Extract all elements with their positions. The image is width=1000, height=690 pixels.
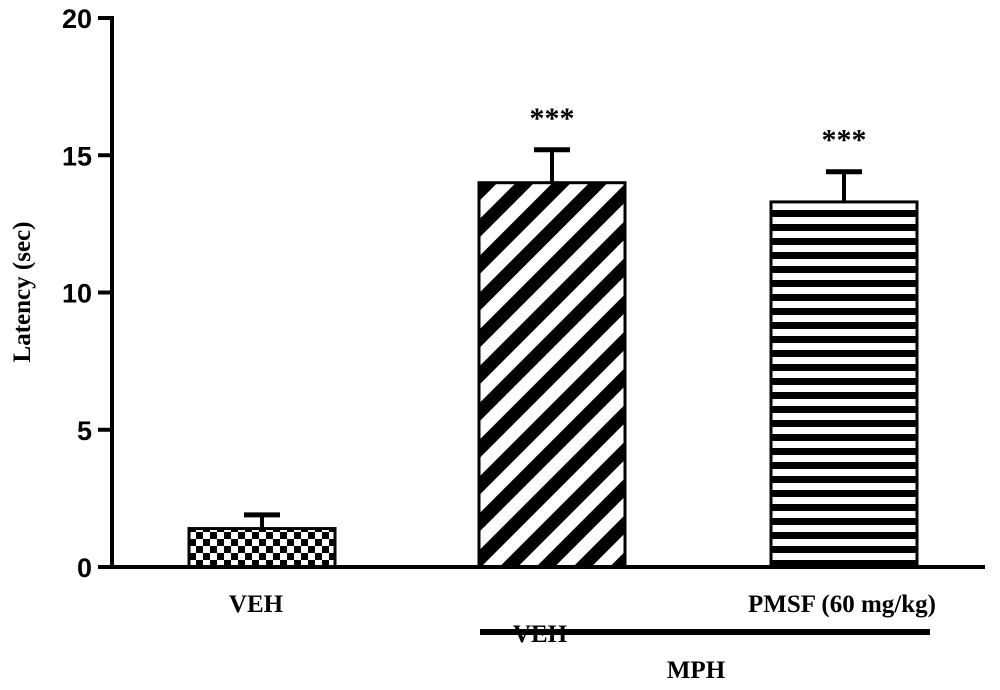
bar [477,181,627,569]
significance-label: *** [530,102,575,135]
y-tick-label: 10 [62,279,92,309]
bars: *** *** [187,102,919,569]
y-axis-title: Latency (sec) [9,222,36,363]
bar-group: *** [769,124,919,569]
category-label: VEH [229,591,284,618]
category-label: PMSF (60 mg/kg) [748,591,936,618]
y-tick-label: 5 [77,416,92,446]
bar [769,200,919,569]
bar [187,527,337,569]
y-tick-label: 15 [62,141,92,171]
significance-label: *** [822,124,867,157]
y-axis: 0 5 10 15 20 [62,4,114,583]
bar-group: *** [477,102,627,569]
category-labels: VEHVEHPMSF (60 mg/kg) [229,591,936,648]
bar-group [187,512,337,569]
y-tick-label: 0 [77,553,92,583]
y-tick-label: 20 [62,4,92,34]
group-label: MPH [667,657,726,684]
